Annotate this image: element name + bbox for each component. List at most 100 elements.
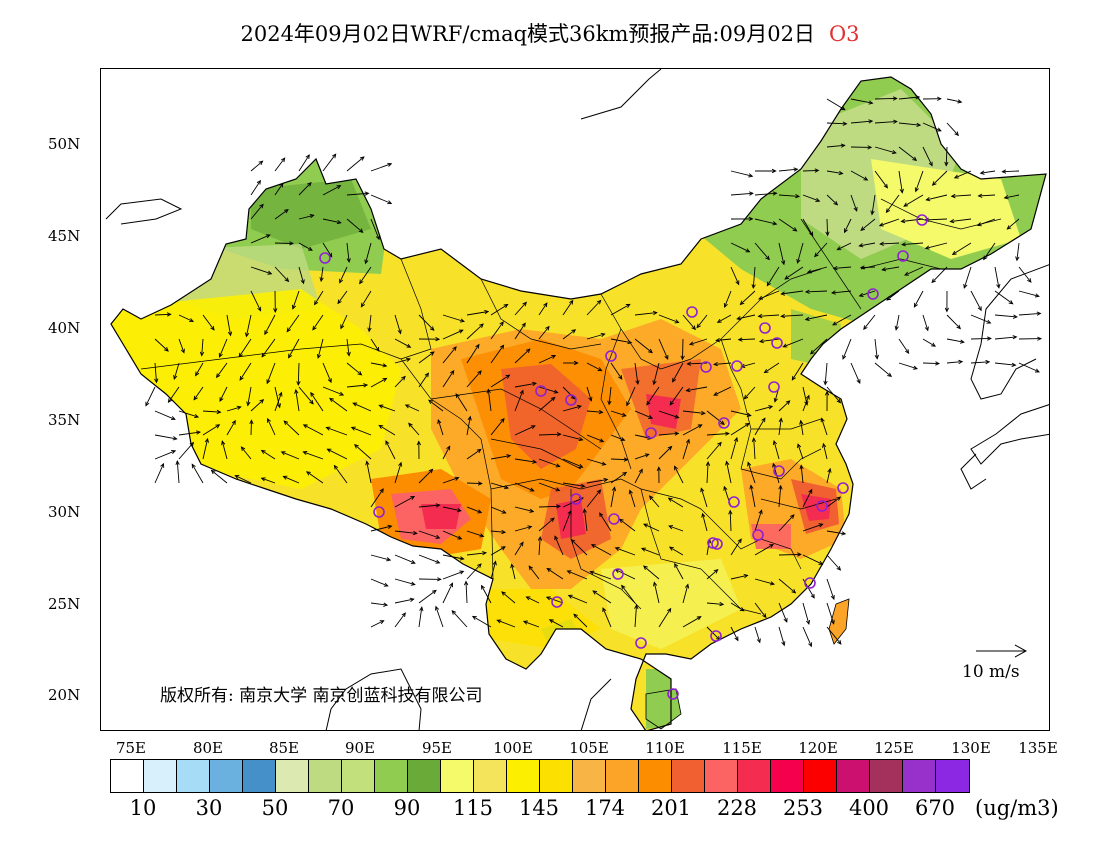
wind-arrow <box>202 314 215 331</box>
wind-arrow <box>850 119 874 124</box>
wind-arrow <box>261 338 276 358</box>
tianjin-marker <box>771 337 783 349</box>
wind-arrow <box>796 242 804 264</box>
guiyang-marker <box>612 568 624 580</box>
wind-arrow <box>994 362 1017 368</box>
wind-arrow <box>944 146 949 167</box>
wind-arrow <box>802 194 821 202</box>
wind-arrow <box>562 458 584 468</box>
wind-arrow <box>667 497 684 508</box>
wind-arrow <box>305 471 324 484</box>
wind-arrow <box>778 400 791 412</box>
wind-arrow <box>621 584 636 604</box>
wind-arrow <box>250 266 273 275</box>
color-scale-label: 670 <box>914 796 956 820</box>
wind-arrow <box>782 338 804 348</box>
wind-arrow <box>570 538 588 556</box>
wind-arrow <box>730 538 742 556</box>
nanchang-marker <box>752 529 764 541</box>
wind-arrow <box>219 386 228 403</box>
wind-arrow <box>713 386 732 396</box>
wind-arrow <box>922 361 941 366</box>
wind-arrow <box>385 440 396 460</box>
wind-arrow <box>925 194 948 202</box>
wind-arrow <box>881 266 900 272</box>
wind-arrow <box>592 590 612 604</box>
wind-arrow <box>466 343 480 364</box>
wind-arrow <box>898 95 921 100</box>
wind-arrow <box>471 615 492 628</box>
lon-label-105e: 105E <box>569 739 609 757</box>
wind-arrow <box>685 386 708 393</box>
wind-arrow <box>799 419 804 436</box>
color-scale-label: 70 <box>327 796 355 820</box>
wind-arrow <box>706 569 719 580</box>
wind-arrow <box>394 612 406 628</box>
wind-arrow <box>442 476 460 484</box>
wind-arrow <box>370 602 389 607</box>
wind-arrow <box>682 410 706 416</box>
wind-arrow <box>428 399 444 412</box>
wind-arrow <box>370 194 393 205</box>
wind-arrow <box>772 440 780 460</box>
wind-arrow <box>730 216 754 222</box>
wind-arrow <box>922 96 942 101</box>
wind-arrow <box>466 448 482 460</box>
wind-arrow <box>154 434 178 441</box>
wind-arrow <box>466 309 490 316</box>
wind-arrow <box>435 605 444 628</box>
wind-arrow <box>573 613 588 628</box>
wind-arrow <box>466 323 484 340</box>
lon-label-135e: 135E <box>1018 739 1058 757</box>
wind-arrow <box>370 362 388 368</box>
wind-arrow <box>418 336 441 342</box>
wind-arrow <box>260 477 276 484</box>
wind-arrow <box>466 481 483 486</box>
wind-arrow <box>706 410 725 426</box>
wind-arrow <box>244 314 252 338</box>
wind-arrow <box>730 573 749 580</box>
color-swatch <box>540 760 573 792</box>
wind-arrow <box>437 419 444 436</box>
wind-arrow <box>274 266 290 283</box>
harbin-marker <box>916 214 928 226</box>
wind-arrow <box>737 337 756 342</box>
wind-arrow <box>826 121 848 126</box>
color-swatch <box>903 760 936 792</box>
wind-arrow <box>822 442 828 460</box>
wind-arrow <box>949 218 972 224</box>
wind-arrow <box>628 489 636 508</box>
wind-arrow <box>730 242 751 253</box>
wind-arrow <box>804 289 828 294</box>
wind-arrow <box>1001 169 1020 174</box>
wind-arrow <box>250 234 271 244</box>
color-scale-label: 201 <box>650 796 692 820</box>
wind-arrow <box>274 157 286 172</box>
wind-arrow <box>288 338 300 359</box>
wind-arrow <box>442 369 455 388</box>
wind-arrow <box>826 467 832 484</box>
wind-arrow <box>442 314 465 323</box>
wind-arrow <box>562 329 577 340</box>
wind-arrow <box>963 266 972 289</box>
wind-arrow <box>826 98 846 111</box>
wind-arrow <box>826 386 842 404</box>
wind-arrow <box>610 362 623 380</box>
color-scale-label: 228 <box>716 796 758 820</box>
lat-label-45n: 45N <box>48 227 81 245</box>
shanghai-marker <box>837 482 849 494</box>
wind-arrow <box>754 626 761 644</box>
wind-arrow <box>154 462 165 484</box>
wind-arrow <box>976 218 996 227</box>
lon-label-100e: 100E <box>493 739 533 757</box>
color-swatch <box>111 760 144 792</box>
wind-arrow <box>784 266 804 280</box>
lon-label-125e: 125E <box>874 739 914 757</box>
wind-arrow <box>682 616 702 628</box>
wind-arrow <box>418 351 435 364</box>
wind-arrow <box>175 460 180 484</box>
wind-arrow <box>359 266 372 285</box>
wind-arrow <box>589 570 612 580</box>
wind-arrow <box>586 489 602 508</box>
wind-arrow <box>538 517 555 532</box>
